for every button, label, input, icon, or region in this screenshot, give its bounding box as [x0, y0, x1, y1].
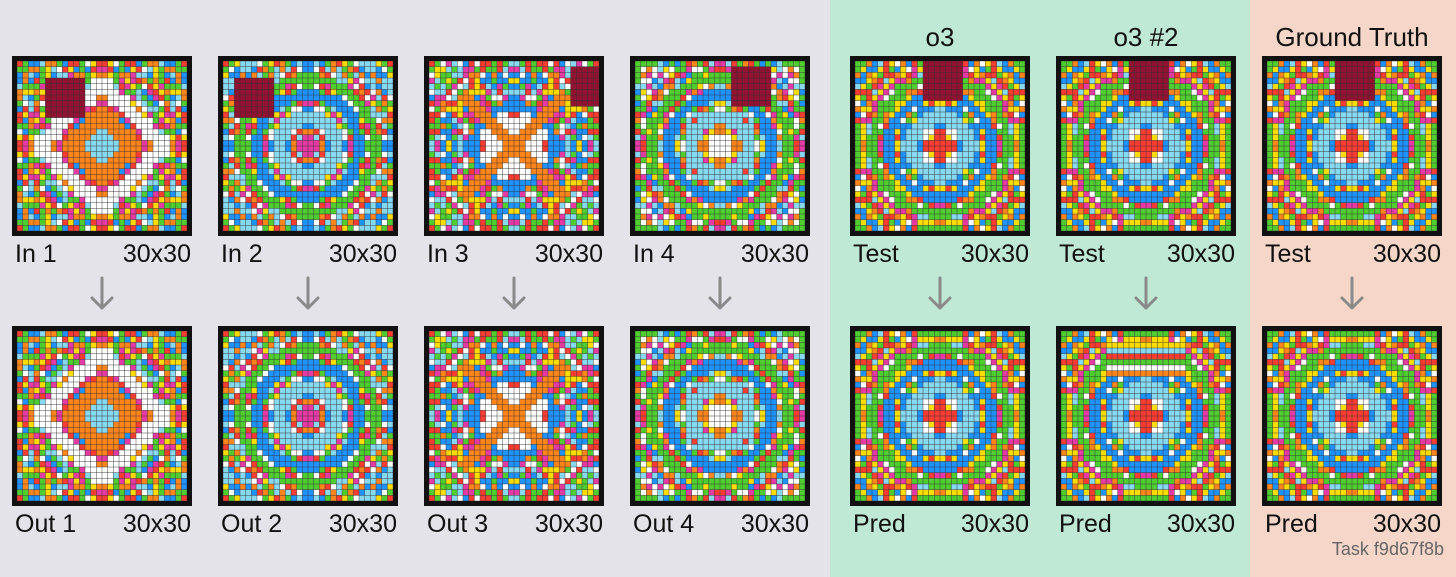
- input-grid: [1056, 56, 1236, 236]
- input-size: 30x30: [1372, 240, 1441, 268]
- input-size: 30x30: [534, 240, 603, 268]
- output-label: Out 2: [221, 510, 283, 538]
- column-header: o3 #2: [1113, 22, 1179, 52]
- output-label-row: Pred 30x30: [853, 510, 1029, 539]
- example-column: In 4 30x30 Out 4 30x30: [630, 0, 810, 577]
- down-arrow-icon: [1340, 276, 1364, 310]
- example-column: In 1 30x30 Out 1 30x30: [12, 0, 192, 577]
- output-label-row: Out 1 30x30: [15, 510, 191, 539]
- output-label-row: Out 4 30x30: [633, 510, 809, 539]
- output-size: 30x30: [740, 510, 809, 538]
- input-label-row: In 1 30x30: [15, 240, 191, 269]
- input-label-row: Test 30x30: [1059, 240, 1235, 269]
- output-label-row: Out 3 30x30: [427, 510, 603, 539]
- input-size: 30x30: [328, 240, 397, 268]
- down-arrow-icon: [502, 276, 526, 310]
- grid-cells: [1061, 331, 1231, 501]
- example-column: o3 Test 30x30 Pred 30x30: [850, 0, 1030, 577]
- output-label: Out 3: [427, 510, 489, 538]
- grid-cells: [855, 331, 1025, 501]
- grid-cells: [855, 61, 1025, 231]
- output-label: Pred: [853, 510, 906, 538]
- example-column: In 3 30x30 Out 3 30x30: [424, 0, 604, 577]
- down-arrow-icon: [928, 276, 952, 310]
- grid-cells: [635, 61, 805, 231]
- task-id: Task f9d67f8b: [1331, 539, 1444, 559]
- output-label: Pred: [1059, 510, 1112, 538]
- example-column: Ground Truth Test 30x30 Pred 30x30: [1262, 0, 1442, 577]
- output-size: 30x30: [122, 510, 191, 538]
- input-label: Test: [853, 240, 899, 268]
- grid-cells: [223, 331, 393, 501]
- input-label: In 1: [15, 240, 57, 268]
- column-header: Ground Truth: [1275, 22, 1429, 52]
- column-header: o3: [925, 22, 955, 52]
- grid-cells: [223, 61, 393, 231]
- output-grid: [1056, 326, 1236, 506]
- grid-cells: [1267, 61, 1437, 231]
- input-label: In 4: [633, 240, 675, 268]
- output-size: 30x30: [328, 510, 397, 538]
- output-size: 30x30: [1166, 510, 1235, 538]
- input-label: In 3: [427, 240, 469, 268]
- down-arrow-icon: [708, 276, 732, 310]
- grid-cells: [1267, 331, 1437, 501]
- output-label-row: Pred 30x30: [1265, 510, 1441, 539]
- grid-cells: [17, 331, 187, 501]
- down-arrow-icon: [90, 276, 114, 310]
- output-size: 30x30: [960, 510, 1029, 538]
- grid-cells: [429, 61, 599, 231]
- example-column: In 2 30x30 Out 2 30x30: [218, 0, 398, 577]
- grid-cells: [429, 331, 599, 501]
- input-grid: [850, 56, 1030, 236]
- output-size: 30x30: [1372, 510, 1441, 538]
- input-grid: [218, 56, 398, 236]
- output-grid: [1262, 326, 1442, 506]
- output-grid: [630, 326, 810, 506]
- output-label-row: Out 2 30x30: [221, 510, 397, 539]
- input-label-row: In 2 30x30: [221, 240, 397, 269]
- input-grid: [12, 56, 192, 236]
- input-label: Test: [1265, 240, 1311, 268]
- output-label: Out 4: [633, 510, 695, 538]
- output-grid: [424, 326, 604, 506]
- input-label: Test: [1059, 240, 1105, 268]
- input-size: 30x30: [960, 240, 1029, 268]
- output-label: Pred: [1265, 510, 1318, 538]
- input-label-row: Test 30x30: [853, 240, 1029, 269]
- output-grid: [850, 326, 1030, 506]
- down-arrow-icon: [1134, 276, 1158, 310]
- input-label-row: In 4 30x30: [633, 240, 809, 269]
- input-size: 30x30: [122, 240, 191, 268]
- input-size: 30x30: [1166, 240, 1235, 268]
- grid-cells: [17, 61, 187, 231]
- input-grid: [1262, 56, 1442, 236]
- output-label: Out 1: [15, 510, 77, 538]
- example-column: o3 #2 Test 30x30 Pred 30x30: [1056, 0, 1236, 577]
- output-size: 30x30: [534, 510, 603, 538]
- input-size: 30x30: [740, 240, 809, 268]
- input-label: In 2: [221, 240, 263, 268]
- grid-cells: [1061, 61, 1231, 231]
- output-grid: [218, 326, 398, 506]
- output-label-row: Pred 30x30: [1059, 510, 1235, 539]
- down-arrow-icon: [296, 276, 320, 310]
- input-label-row: Test 30x30: [1265, 240, 1441, 269]
- input-grid: [630, 56, 810, 236]
- output-grid: [12, 326, 192, 506]
- grid-cells: [635, 331, 805, 501]
- input-grid: [424, 56, 604, 236]
- input-label-row: In 3 30x30: [427, 240, 603, 269]
